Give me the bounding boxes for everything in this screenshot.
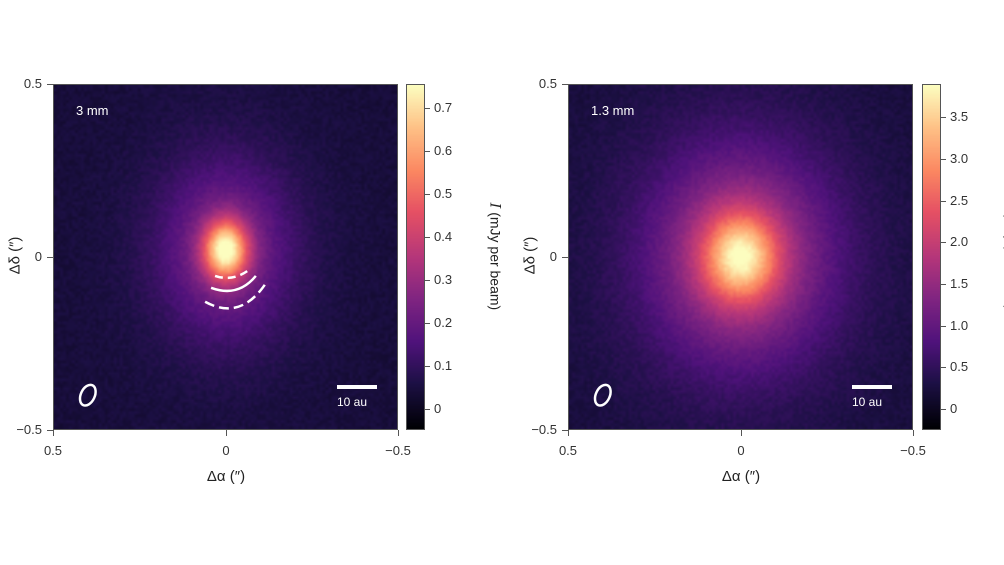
x-tick [741, 430, 742, 436]
beam-ellipse [593, 383, 612, 407]
colorbar-tick [425, 236, 430, 238]
x-tick [913, 430, 914, 436]
y-tick-label: 0.5 [538, 76, 557, 91]
colorbar-tick [425, 107, 430, 109]
x-tick-label: 0.5 [43, 443, 63, 458]
colorbar-tick [425, 193, 430, 195]
y-tick [562, 257, 568, 258]
x-tick-label: 0 [222, 443, 230, 458]
x-tick-label: −0.5 [900, 443, 926, 458]
colorbar-tick-label: 0.5 [950, 359, 969, 375]
y-tick [47, 257, 53, 258]
x-tick [226, 430, 227, 436]
scale-bar [337, 385, 377, 389]
overlay [78, 268, 268, 407]
colorbar-tick-label: 0.1 [434, 357, 453, 373]
y-tick-label: −0.5 [531, 422, 557, 437]
colorbar-tick [941, 325, 946, 327]
colorbar [922, 84, 941, 430]
colorbar-tick-label: 0.5 [434, 185, 453, 201]
colorbar-tick [941, 284, 946, 286]
beam-ellipse [78, 383, 97, 407]
x-tick [398, 430, 399, 436]
scale-bar-label: 10 au [337, 395, 368, 409]
y-tick-label: −0.5 [16, 422, 42, 437]
colorbar-canvas [407, 85, 424, 429]
colorbar-label: I (mJy per beam) [486, 202, 504, 311]
y-axis-title: Δδ (″) [521, 236, 539, 275]
panel-1p3mm: 1.3 mm 10 au 00.51.01.52.02.53.03.5I (mJ… [515, 0, 1004, 565]
colorbar [406, 84, 425, 430]
colorbar-tick [425, 279, 430, 281]
colorbar-tick [941, 117, 946, 119]
colorbar-tick [941, 242, 946, 244]
colorbar-tick [941, 200, 946, 202]
colorbar-tick-label: 1.0 [950, 317, 969, 333]
y-tick [47, 84, 53, 85]
colorbar-tick-label: 0 [950, 401, 958, 417]
colorbar-tick [425, 408, 430, 410]
inner-dashed-arc [214, 268, 250, 280]
y-tick-label: 0.5 [23, 76, 42, 91]
colorbar-canvas [923, 85, 940, 429]
colorbar-tick [941, 159, 946, 161]
colorbar-tick-label: 0.4 [434, 228, 453, 244]
colorbar-tick-label: 2.0 [950, 234, 969, 250]
x-tick [53, 430, 54, 436]
intensity-map-3mm: 3 mm 10 au [53, 84, 398, 430]
colorbar-tick [941, 367, 946, 369]
x-tick-label: 0.5 [558, 443, 578, 458]
wavelength-label: 3 mm [76, 103, 109, 118]
y-tick [562, 84, 568, 85]
outer-dashed-arc [204, 281, 268, 310]
colorbar-tick-label: 1.5 [950, 276, 969, 292]
colorbar-tick-label: 0.7 [434, 99, 453, 115]
scale-bar-label: 10 au [852, 395, 883, 409]
colorbar-tick-label: 0.2 [434, 314, 453, 330]
wavelength-label: 1.3 mm [591, 103, 635, 118]
x-tick-label: 0 [737, 443, 745, 458]
colorbar-tick-label: 0 [434, 400, 442, 416]
colorbar-tick-label: 3.0 [950, 151, 969, 167]
x-tick [568, 430, 569, 436]
y-tick [562, 430, 568, 431]
y-tick [47, 430, 53, 431]
panel-3mm: 3 mm 10 au 0 0.1 0.2 0.3 0.4 0.5 0.6 0.7 I (mJy … [6, 76, 504, 485]
y-tick-label: 0 [549, 249, 557, 264]
colorbar-tick [425, 150, 430, 152]
scale-bar [852, 385, 892, 389]
heatmap-canvas [54, 85, 397, 429]
colorbar-tick-label: 0.3 [434, 271, 453, 287]
overlay [593, 383, 612, 407]
y-tick-label: 0 [34, 249, 42, 264]
heatmap-canvas [569, 85, 912, 429]
colorbar-tick-label: 3.5 [950, 109, 969, 125]
x-axis-title: Δα (″) [721, 468, 761, 485]
colorbar-tick [425, 365, 430, 367]
colorbar-tick [941, 409, 946, 411]
y-axis-title: Δδ (″) [6, 236, 24, 275]
solid-arc [210, 275, 257, 293]
colorbar-tick-label: 0.6 [434, 142, 453, 158]
colorbar-tick [425, 322, 430, 324]
x-tick-label: −0.5 [385, 443, 411, 458]
x-axis-title: Δα (″) [206, 468, 246, 485]
colorbar-tick-label: 2.5 [950, 192, 969, 208]
intensity-map-1p3mm: 1.3 mm 10 au [568, 84, 913, 430]
